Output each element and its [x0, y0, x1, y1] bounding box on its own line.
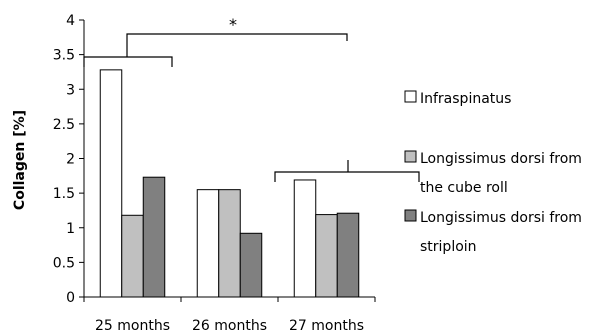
legend-label: striploin	[420, 239, 477, 255]
y-tick-label: 0	[66, 290, 75, 306]
legend-swatch	[404, 90, 417, 103]
legend: Infraspinatus Longissimus dorsi from the c…	[404, 90, 582, 255]
bar	[315, 214, 338, 298]
significance-star: *	[229, 15, 237, 34]
bar	[293, 179, 317, 298]
bracket-significance	[126, 33, 348, 45]
legend-label: Longissimus dorsi from	[420, 151, 582, 167]
bar	[142, 176, 166, 298]
x-axis: 25 months 26 months 27 months	[83, 296, 376, 334]
y-tick-label: 2	[66, 152, 75, 168]
y-axis-label: Collagen [%]	[12, 110, 28, 210]
legend-swatch	[404, 150, 417, 163]
y-tick-label: 1	[66, 221, 75, 237]
y-axis: 0 0.5 1 1.5 2 2.5 3 3.5 4	[53, 13, 85, 306]
bar	[239, 232, 263, 298]
legend-swatch	[404, 209, 417, 222]
brackets: *	[83, 15, 420, 182]
bracket-27-months	[274, 160, 420, 182]
bar	[121, 214, 144, 298]
bars	[99, 69, 360, 298]
legend-label: Infraspinatus	[420, 91, 511, 107]
x-tick-label: 27 months	[289, 318, 364, 334]
legend-label: the cube roll	[420, 180, 508, 196]
legend-label: Longissimus dorsi from	[420, 210, 582, 226]
x-tick-label: 26 months	[192, 318, 267, 334]
bracket-25-months	[83, 45, 173, 67]
y-tick-label: 0.5	[53, 255, 75, 271]
y-tick-label: 1.5	[53, 186, 75, 202]
bar	[218, 189, 241, 298]
y-tick-label: 4	[66, 13, 75, 29]
bar	[196, 189, 220, 298]
y-tick-label: 2.5	[53, 117, 75, 133]
bar	[336, 212, 360, 298]
x-tick-label: 25 months	[95, 318, 170, 334]
y-tick-label: 3	[66, 82, 75, 98]
bar	[99, 69, 123, 298]
y-tick-label: 3.5	[53, 48, 75, 64]
